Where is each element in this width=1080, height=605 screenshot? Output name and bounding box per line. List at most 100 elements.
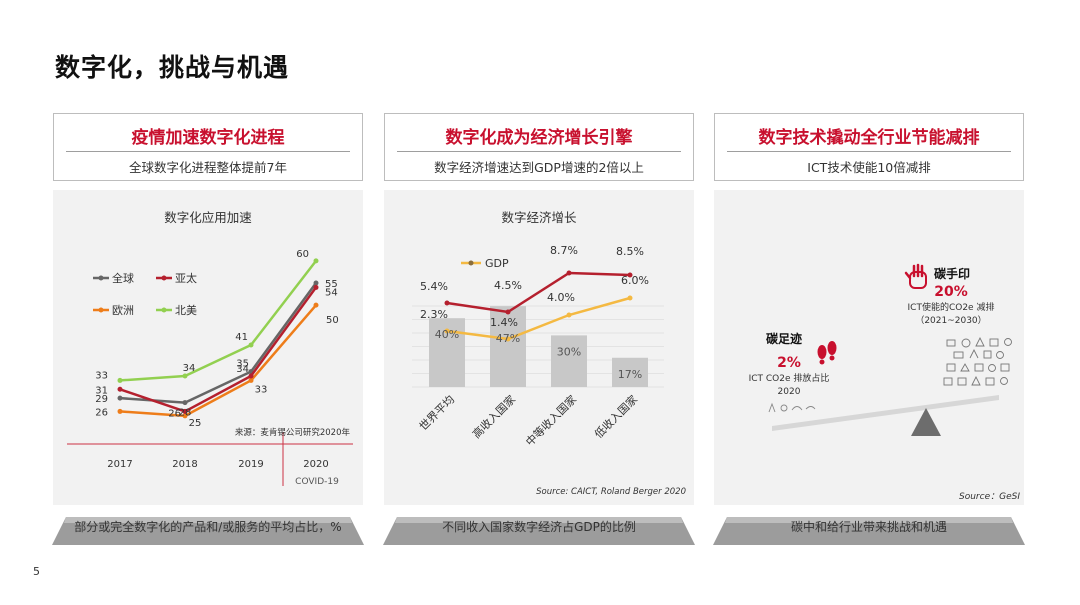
line-label: 2.3% [420,308,448,321]
legend-marker [161,307,167,313]
x-tick-label: 高收入国家 [469,392,518,441]
line-label: 5.4% [420,280,448,293]
bar [551,335,587,387]
data-point [444,328,450,334]
page-title: 数字化，挑战与机遇 [55,53,290,82]
divider [66,151,350,152]
page-number: 5 [33,565,40,578]
legend-marker [98,275,104,281]
handprint-line1: ICT使能的CO2e 减排 [908,301,995,313]
data-label: 33 [95,370,108,381]
series-line [446,296,631,341]
bar-label: 40% [435,328,459,341]
panel-subtitle: ICT技术使能10倍减排 [807,160,931,175]
bar-label: 17% [618,368,642,381]
small-icons [768,402,816,413]
legend-marker [161,275,167,281]
bar-line-chart: 数字经济增长 40% 47% 30% 17% 5.4% 4.5% 8.7% 8.5% 2.3% 1… [412,210,686,497]
data-point [566,312,572,318]
legend-label: 全球 [112,271,134,285]
panel-body-2: 数字经济增长 40% 47% 30% 17% 5.4% 4.5% 8.7% 8.5% 2.3% 1… [384,190,694,505]
legend-marker [468,260,474,266]
data-point [505,309,511,315]
data-label: 31 [95,385,108,396]
data-point [117,386,123,392]
line-label: 6.0% [621,274,649,287]
handprint-value: 20% [934,284,968,300]
data-point [182,400,188,406]
caption-text: 部分或完全数字化的产品和/或服务的平均占比，% [74,520,342,534]
x-tick-label: 低收入国家 [591,392,640,441]
divider [727,151,1011,152]
data-point [182,373,188,379]
caption-text: 碳中和给行业带来挑战和机遇 [790,520,947,534]
data-point [313,280,319,286]
x-tick-label: 2020 [303,459,328,470]
chart-title: 数字经济增长 [501,210,577,225]
data-point [313,284,319,290]
data-label: 28 [179,408,192,419]
data-point [117,408,123,414]
chart-source: 来源：麦肯锡公司研究2020年 [235,427,351,438]
panel-body-1: 数字化应用加速 全球 亚太 欧洲 北美 29 28 35 55 31 26 34 54 26 25 33 5… [53,190,363,505]
data-label: 26 [95,407,108,418]
line-label: 4.5% [494,279,522,292]
data-point [182,413,188,419]
data-label: 35 [236,359,249,370]
data-label: 29 [95,394,108,405]
data-point [117,377,123,383]
data-label: 55 [325,279,338,290]
bar-label: 30% [557,345,581,358]
footprint-icon [817,341,837,365]
series-line [446,271,631,314]
data-point [182,408,188,414]
caption-bar-3: 碳中和给行业带来挑战和机遇 [713,517,1025,545]
handprint-title: 碳手印 [934,266,970,281]
data-label: 54 [325,287,338,298]
data-point [248,373,254,379]
chart-source: Source: CAICT, Roland Berger 2020 [536,487,686,497]
data-label: 60 [296,249,309,260]
x-tick-label: 世界平均 [417,393,457,433]
caption-text: 不同收入国家数字经济占GDP的比例 [442,520,636,534]
x-tick-label: 2017 [107,459,132,470]
footprint-value: 2% [777,355,801,371]
data-label: 25 [189,418,202,429]
panel-title: 疫情加速数字化进程 [131,128,285,148]
data-point [117,395,123,401]
panel-head-1: 疫情加速数字化进程 全球数字化进程整体提前7年 [53,113,363,181]
footprint-line1: ICT CO2e 排放占比 [749,372,830,384]
industry-icons [943,336,1012,386]
data-label: 34 [183,363,196,374]
bar [612,357,648,387]
data-point [248,377,254,383]
data-label: 26 [168,408,181,419]
covid-annotation: COVID-19 [295,477,339,487]
data-label: 33 [255,384,268,395]
bar [490,306,526,387]
hand-icon [904,263,927,289]
bar-label: 47% [496,332,520,345]
chart-source: Source：GeSI [959,492,1020,502]
data-point [627,295,633,301]
footprint-title: 碳足迹 [766,331,802,346]
data-point [444,300,450,306]
carbon-illustration: 碳手印 20% ICT使能的CO2e 减排 （2021~2030） 碳足迹 2%… [749,263,1020,502]
series-line [119,260,317,382]
data-point [248,342,254,348]
x-tick-label: 2019 [238,459,263,470]
legend-label: 北美 [175,304,197,317]
panel-body-3: 碳手印 20% ICT使能的CO2e 减排 （2021~2030） 碳足迹 2%… [714,190,1024,505]
chart-title: 数字化应用加速 [164,210,252,225]
caption-bar-2: 不同收入国家数字经济占GDP的比例 [383,517,695,545]
caption-bar-1: 部分或完全数字化的产品和/或服务的平均占比，% [52,517,364,545]
x-tick-label: 中等收入国家 [523,392,580,449]
panel-subtitle: 数字经济增速达到GDP增速的2倍以上 [434,160,644,175]
legend-label: 欧洲 [112,304,134,317]
line-label: 4.0% [547,291,575,304]
panel-subtitle: 全球数字化进程整体提前7年 [129,160,287,175]
legend-label: 亚太 [175,272,197,285]
seesaw-beam [772,395,999,431]
data-label: 34 [236,364,249,375]
